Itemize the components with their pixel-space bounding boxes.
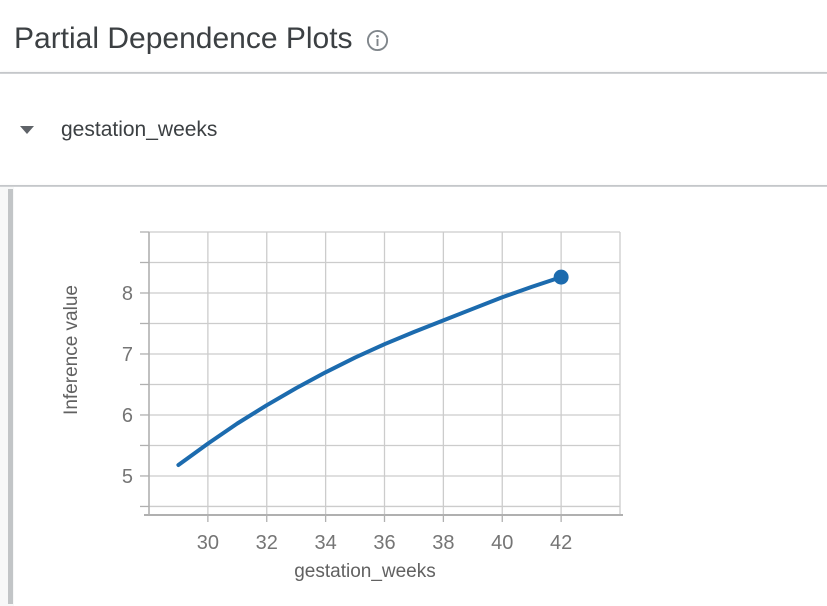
y-tick-label: 7 [122,344,133,366]
section-divider [0,185,827,187]
x-tick-label: 30 [197,532,219,554]
pdp-chart-panel: 30 32 34 36 38 40 42 5 6 7 8 gestation_weeks Infer… [0,187,827,606]
x-axis-title: gestation_weeks [294,561,436,582]
y-axis-title: Inference value [61,285,82,415]
endpoint-marker [553,269,569,285]
x-tick-label: 34 [315,532,337,554]
feature-section-header[interactable]: gestation_weeks [0,74,827,185]
feature-name-label: gestation_weeks [61,117,218,141]
x-tick-label: 36 [373,532,395,554]
pdp-curve [176,275,564,467]
grid-layer [149,231,621,515]
x-tick-label: 42 [550,532,572,554]
series-layer [176,269,569,467]
y-tick-label: 5 [122,466,133,488]
axis-layer [140,231,623,522]
scrollbar-track [0,187,14,606]
collapse-arrow-icon[interactable] [20,125,34,134]
page-header: Partial Dependence Plots [0,0,827,72]
y-tick-label: 8 [122,283,133,305]
scrollbar-thumb[interactable] [8,189,13,604]
x-tick-label: 32 [256,532,278,554]
x-tick-label: 40 [491,532,513,554]
header-divider [0,72,827,74]
x-tick-label: 38 [432,532,454,554]
pdp-line-chart: 30 32 34 36 38 40 42 5 6 7 8 gestation_weeks Infer… [61,231,623,582]
page-title: Partial Dependence Plots [14,22,353,55]
info-icon[interactable] [366,29,389,52]
tick-label-layer: 30 32 34 36 38 40 42 5 6 7 8 [122,283,572,554]
y-tick-label: 6 [122,405,133,427]
